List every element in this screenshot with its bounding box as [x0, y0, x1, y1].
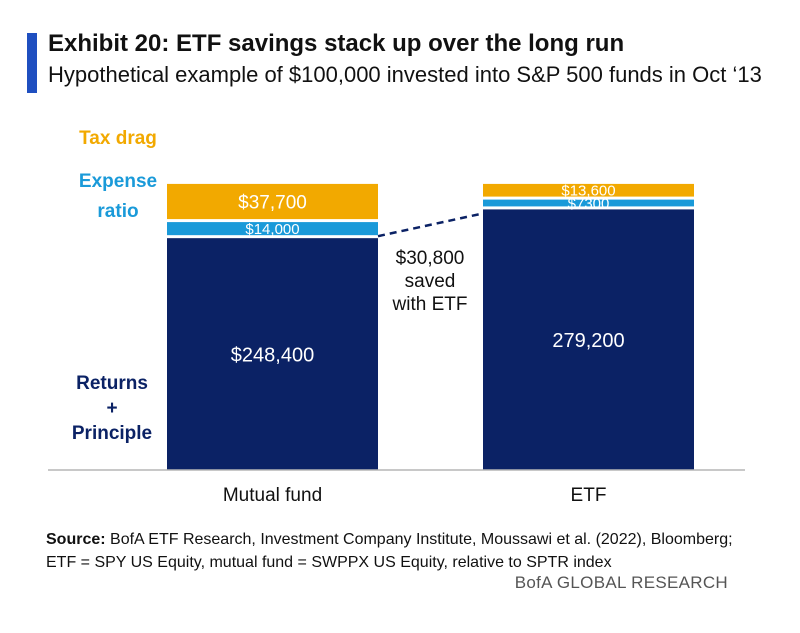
x-tick-label-mutual-fund: Mutual fund [223, 485, 322, 506]
data-label-0-1: $14,000 [245, 221, 299, 238]
stacked-bar-chart: $248,400 $14,000 $37,700 Mutual fund 279,200… [48, 128, 745, 506]
legend-returns-principle-2: Principle [72, 423, 152, 444]
source-label: Source: [46, 531, 106, 548]
x-tick-label-etf: ETF [571, 485, 607, 506]
bar-mutual-fund-expense-ratio [167, 222, 378, 236]
legend-tax-drag-0: Tax drag [79, 128, 157, 149]
data-label-1-1: $7300 [568, 195, 610, 212]
chart-title: Exhibit 20: ETF savings stack up over th… [48, 30, 625, 57]
bar-mutual-fund-tax-drag [167, 183, 378, 220]
data-label-0-0: $248,400 [231, 344, 314, 366]
data-label-1-2: $13,600 [561, 183, 615, 200]
brand-label: BofA GLOBAL RESEARCH [514, 573, 728, 592]
legend-expense-ratio-0: Expense [79, 171, 157, 192]
legend-returns-principle-0: Returns [76, 373, 148, 394]
bar-etf-tax-drag [483, 183, 694, 197]
savings-connector-line [377, 212, 484, 238]
data-label-0-2: $37,700 [238, 192, 307, 213]
bar-etf-returns-principle [483, 209, 694, 470]
source-note: Source: BofA ETF Research, Investment Co… [46, 528, 766, 574]
title-accent-bar [27, 33, 37, 93]
source-line-2: ETF = SPY US Equity, mutual fund = SWPPX… [46, 554, 612, 571]
chart-subtitle: Hypothetical example of $100,000 investe… [48, 62, 762, 87]
savings-annotation-line-2: with ETF [392, 294, 468, 315]
legend-returns-principle-1: + [106, 398, 117, 419]
data-label-1-0: 279,200 [552, 330, 624, 352]
legend-expense-ratio-1: ratio [97, 201, 138, 222]
bar-mutual-fund-returns-principle [167, 238, 378, 470]
source-line-1: BofA ETF Research, Investment Company In… [110, 531, 733, 548]
bar-etf-expense-ratio [483, 199, 694, 207]
savings-annotation-line-0: $30,800 [396, 248, 465, 269]
savings-annotation-line-1: saved [405, 271, 456, 292]
